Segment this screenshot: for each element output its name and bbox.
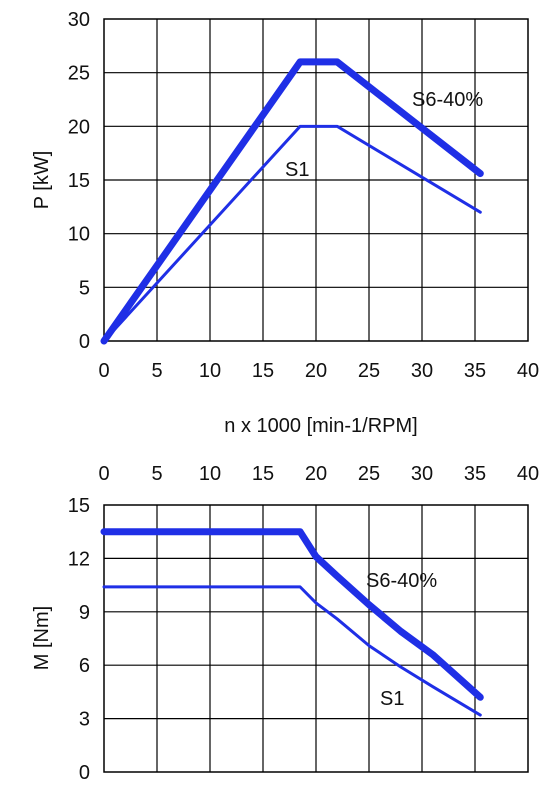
torque-x-tick-label: 30 (411, 463, 433, 485)
torque-series (100, 528, 484, 717)
power-series-s1-line (102, 124, 482, 343)
torque-s1-label: S1 (380, 688, 404, 710)
shared-x-axis-label: n x 1000 [min-1/RPM] (224, 415, 417, 437)
torque-x-tick-label: 10 (199, 463, 221, 485)
power-axis-label: P [kW] (31, 151, 53, 210)
torque-series-s1-line (102, 585, 482, 717)
torque-x-tick-label: 40 (517, 463, 539, 485)
power-x-tick-label: 20 (305, 360, 327, 382)
power-x-tick-label: 30 (411, 360, 433, 382)
torque-x-tick-label: 5 (151, 463, 162, 485)
torque-y-tick-label: 9 (79, 602, 90, 624)
power-y-tick-label: 10 (68, 224, 90, 246)
power-x-tick-label: 15 (252, 360, 274, 382)
power-s1-label: S1 (285, 159, 309, 181)
power-x-tick-label: 40 (517, 360, 539, 382)
power-x-tick-label: 25 (358, 360, 380, 382)
torque-x-tick-label: 15 (252, 463, 274, 485)
power-s6-label: S6-40% (412, 89, 483, 111)
power-tick-labels: 0 5 10 15 20 25 30 35 40 0 5 10 15 20 25 30 (68, 9, 539, 382)
power-x-tick-label: 5 (151, 360, 162, 382)
torque-y-tick-label: 15 (68, 495, 90, 517)
torque-tick-labels: 0 5 10 15 20 25 30 35 40 0 3 6 9 12 15 (68, 463, 539, 784)
torque-x-tick-label: 20 (305, 463, 327, 485)
power-x-tick-label: 10 (199, 360, 221, 382)
torque-grid (104, 505, 528, 772)
torque-y-tick-label: 0 (79, 762, 90, 784)
power-grid (104, 19, 528, 341)
torque-y-tick-label: 6 (79, 655, 90, 677)
power-y-tick-label: 0 (79, 331, 90, 353)
torque-x-tick-label: 0 (98, 463, 109, 485)
torque-series-s6-40-line (100, 528, 484, 701)
power-y-tick-label: 5 (79, 277, 90, 299)
torque-y-tick-label: 3 (79, 709, 90, 731)
power-series-s6-40-line (100, 58, 484, 345)
power-series (100, 58, 484, 345)
power-y-tick-label: 25 (68, 63, 90, 85)
power-y-tick-label: 20 (68, 116, 90, 138)
torque-x-tick-label: 25 (358, 463, 380, 485)
power-x-tick-label: 0 (98, 360, 109, 382)
power-y-tick-label: 15 (68, 170, 90, 192)
power-y-tick-label: 30 (68, 9, 90, 31)
torque-axis-label: M [Nm] (31, 606, 53, 670)
torque-x-tick-label: 35 (464, 463, 486, 485)
torque-y-tick-label: 12 (68, 548, 90, 570)
torque-s6-label: S6-40% (366, 570, 437, 592)
power-x-tick-label: 35 (464, 360, 486, 382)
